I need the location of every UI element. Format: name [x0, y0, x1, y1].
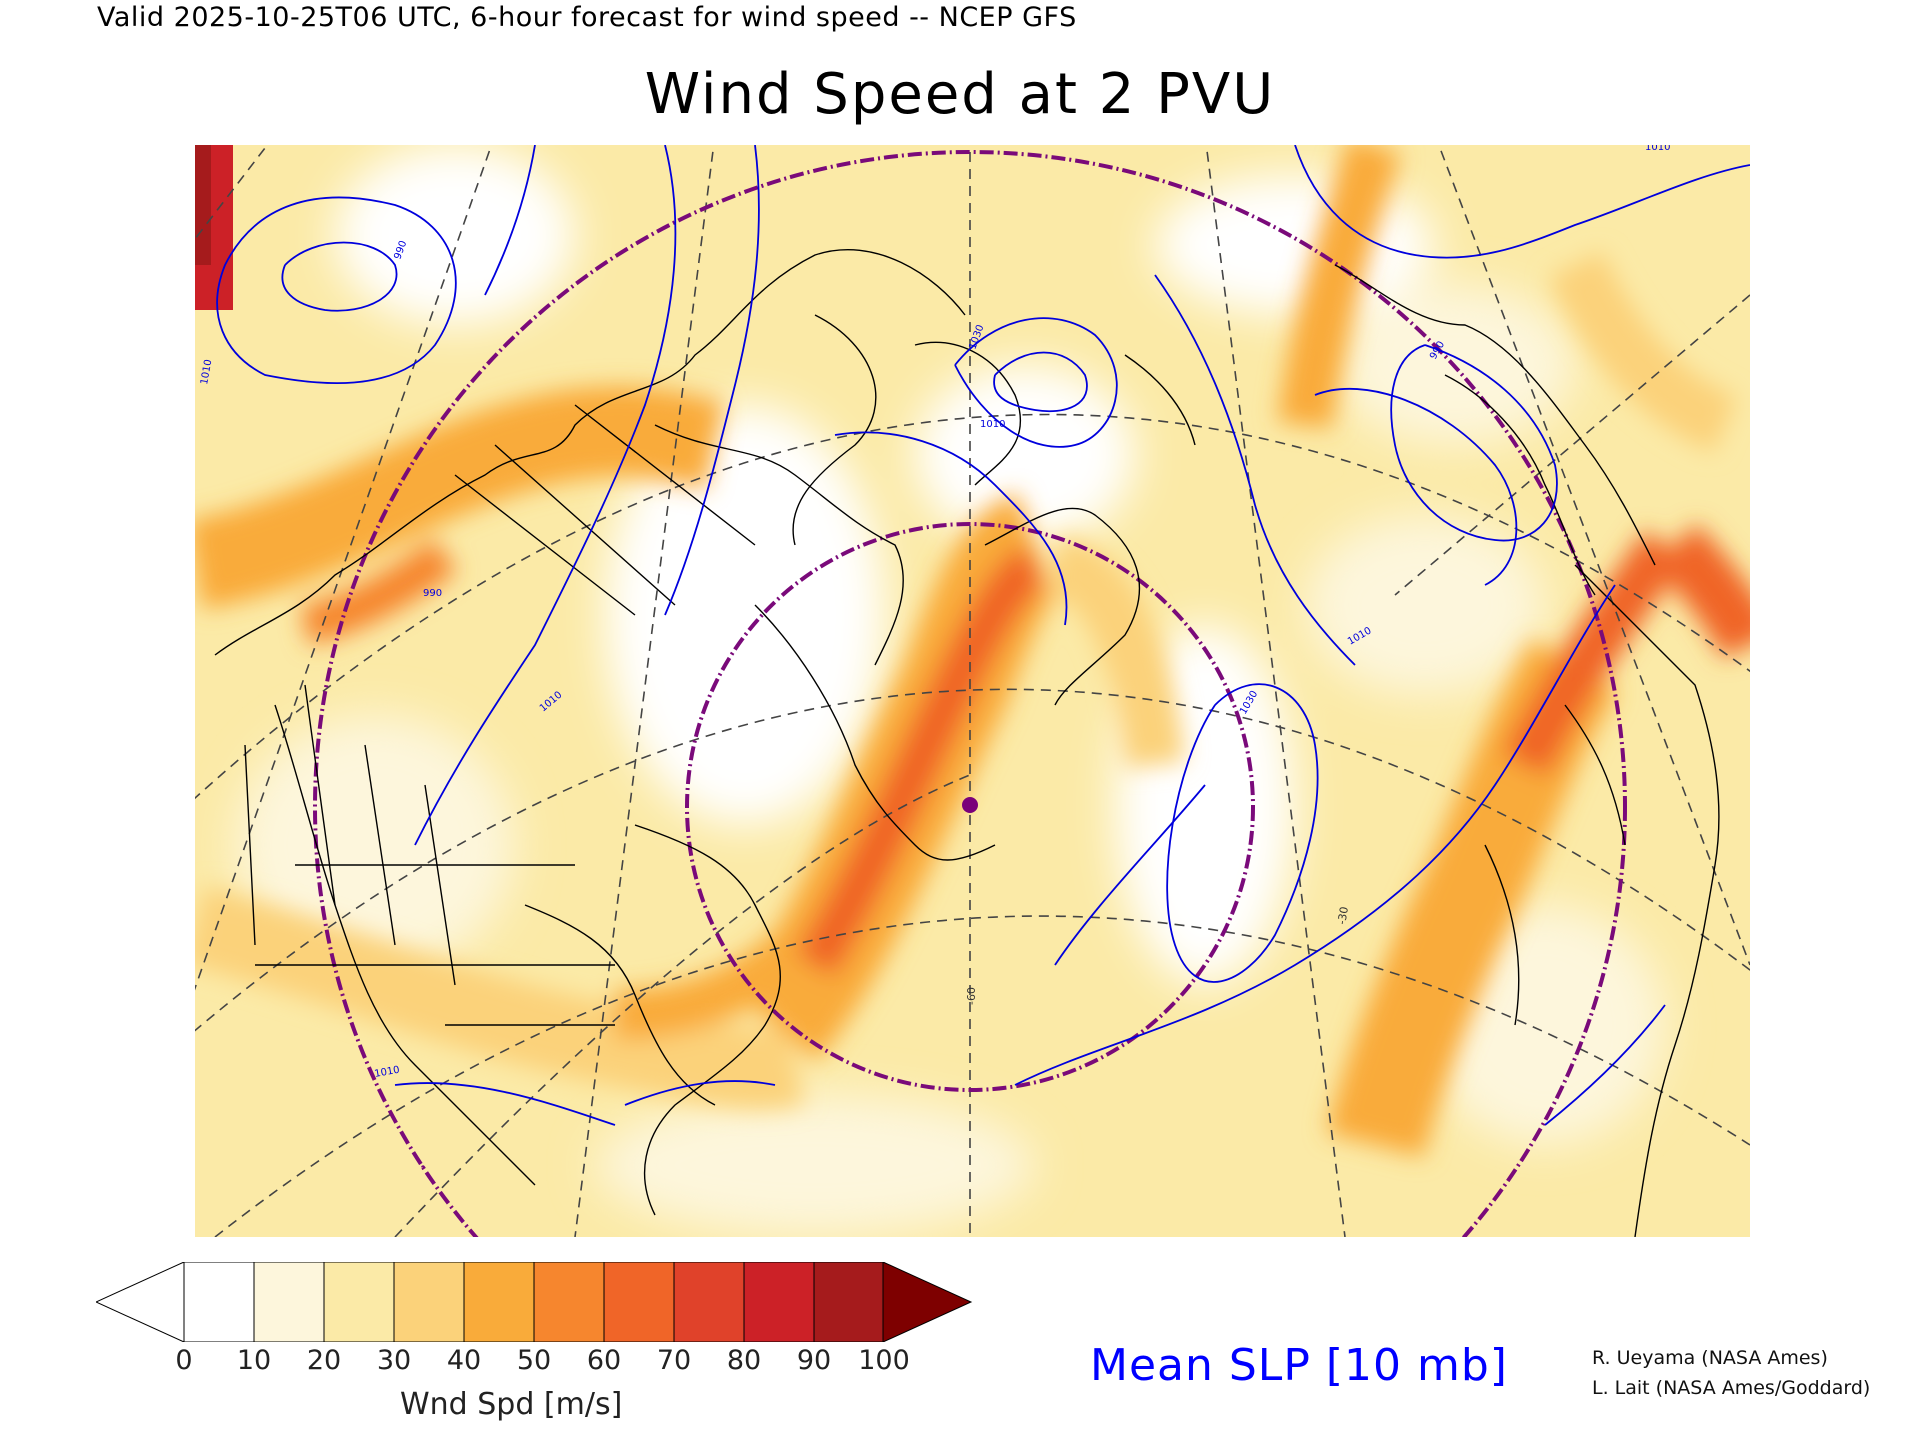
- wind-speed-map: -60 -30 990 1010 1030 1010 990 1010 1030…: [195, 145, 1750, 1237]
- center-point-marker: [962, 797, 978, 813]
- meridian-label-30: -30: [1335, 906, 1351, 926]
- colorbar-tick-label: 40: [446, 1345, 482, 1376]
- colorbar-tick-label: 100: [858, 1345, 910, 1376]
- colorbar-under-arrow: [96, 1262, 185, 1342]
- svg-text:1010: 1010: [199, 359, 214, 386]
- colorbar-box: [393, 1262, 465, 1342]
- map-canvas: -60 -30 990 1010 1030 1010 990 1010 1030…: [195, 145, 1750, 1237]
- colorbar-tick-label: 90: [796, 1345, 832, 1376]
- colorbar-box: [603, 1262, 675, 1342]
- graticule-lines: [195, 145, 1750, 1237]
- colorbar-box: [463, 1262, 535, 1342]
- outer-range-ring: [313, 150, 1627, 1237]
- wind-speed-colorbar: [96, 1262, 973, 1342]
- svg-text:1010: 1010: [980, 419, 1005, 430]
- colorbar-tick-label: 30: [376, 1345, 412, 1376]
- meridian-label-60: -60: [965, 987, 978, 1005]
- svg-text:1010: 1010: [1645, 145, 1670, 153]
- credit-line-1: R. Ueyama (NASA Ames): [1592, 1347, 1828, 1369]
- credit-line-2: L. Lait (NASA Ames/Goddard): [1592, 1377, 1871, 1399]
- colorbar-over-arrow: [882, 1262, 973, 1342]
- colorbar-tick-label: 80: [726, 1345, 762, 1376]
- colorbar-tick-label: 10: [236, 1345, 272, 1376]
- svg-text:1010: 1010: [374, 1065, 401, 1080]
- colorbar-box: [813, 1262, 885, 1342]
- inner-range-ring: [685, 522, 1255, 1092]
- range-rings: [313, 150, 1627, 1237]
- colorbar-tick-label: 0: [175, 1345, 193, 1376]
- colorbar-box: [183, 1262, 255, 1342]
- colorbar-box: [673, 1262, 745, 1342]
- colorbar-box: [253, 1262, 325, 1342]
- colorbar-tick-label: 50: [516, 1345, 552, 1376]
- colorbar-box: [533, 1262, 605, 1342]
- colorbar-tick-label: 20: [306, 1345, 342, 1376]
- colorbar-box: [743, 1262, 815, 1342]
- colorbar-box: [323, 1262, 395, 1342]
- colorbar-tick-label: 70: [656, 1345, 692, 1376]
- colorbar-label: Wnd Spd [m/s]: [400, 1387, 623, 1422]
- colorbar-tick-label: 60: [586, 1345, 622, 1376]
- slp-contours: [216, 145, 1750, 1126]
- valid-time-line: Valid 2025-10-25T06 UTC, 6-hour forecast…: [97, 2, 1077, 33]
- coastlines: [214, 249, 1720, 1237]
- svg-text:990: 990: [423, 588, 442, 599]
- map-title: Wind Speed at 2 PVU: [644, 62, 1276, 127]
- slp-legend-label: Mean SLP [10 mb]: [1090, 1340, 1508, 1391]
